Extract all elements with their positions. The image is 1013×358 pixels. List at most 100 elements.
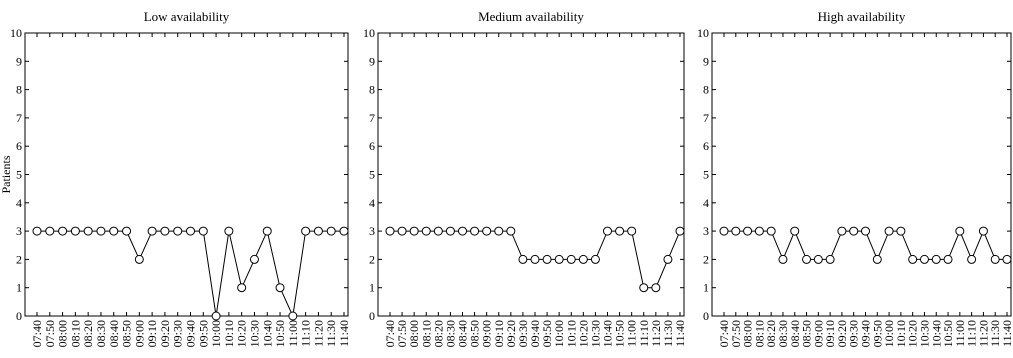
- data-point: [990, 254, 1000, 264]
- y-tick-label: 6: [703, 139, 709, 153]
- data-point: [530, 254, 540, 264]
- data-point: [802, 254, 812, 264]
- data-point: [766, 226, 776, 236]
- y-tick-label: 3: [369, 224, 375, 238]
- data-point: [908, 254, 918, 264]
- chart-title: Medium availability: [478, 9, 584, 24]
- x-tick-label: 11:20: [976, 320, 990, 347]
- x-tick-label: 11:40: [1000, 320, 1013, 347]
- data-point: [134, 254, 144, 264]
- x-tick-label: 09:00: [811, 320, 825, 347]
- x-tick-label: 07:50: [729, 320, 743, 347]
- y-tick-label: 9: [16, 54, 22, 68]
- y-tick-label: 2: [369, 252, 375, 266]
- x-tick-label: 11:00: [953, 320, 967, 347]
- x-tick-label: 07:40: [30, 320, 44, 347]
- data-point: [262, 226, 272, 236]
- data-point: [651, 283, 661, 293]
- x-tick-label: 08:00: [407, 320, 421, 347]
- x-tick-label: 11:10: [299, 320, 313, 347]
- x-tick-label: 08:40: [107, 320, 121, 347]
- data-point: [872, 254, 882, 264]
- x-tick-label: 09:20: [504, 320, 518, 347]
- x-tick-label: 11:00: [625, 320, 639, 347]
- data-point: [339, 226, 349, 236]
- y-tick-label: 0: [16, 309, 22, 323]
- x-tick-label: 10:10: [894, 320, 908, 347]
- data-point: [978, 226, 988, 236]
- data-point: [837, 226, 847, 236]
- x-tick-label: 09:00: [132, 320, 146, 347]
- x-tick-label: 09:40: [859, 320, 873, 347]
- data-point: [778, 254, 788, 264]
- x-tick-label: 09:30: [516, 320, 530, 347]
- x-tick-label: 10:30: [247, 320, 261, 347]
- data-point: [409, 226, 419, 236]
- data-point: [313, 226, 323, 236]
- data-point: [663, 254, 673, 264]
- x-tick-label: 09:10: [823, 320, 837, 347]
- x-tick-label: 11:40: [673, 320, 687, 347]
- data-point: [615, 226, 625, 236]
- data-point: [754, 226, 764, 236]
- data-point: [249, 254, 259, 264]
- x-tick-label: 08:20: [81, 320, 95, 347]
- data-point: [160, 226, 170, 236]
- y-tick-label: 8: [369, 83, 375, 97]
- data-point: [482, 226, 492, 236]
- x-tick-label: 07:40: [383, 320, 397, 347]
- x-tick-label: 10:00: [882, 320, 896, 347]
- data-point: [931, 254, 941, 264]
- y-tick-label: 5: [369, 168, 375, 182]
- y-tick-label: 10: [697, 26, 709, 40]
- x-tick-label: 08:30: [443, 320, 457, 347]
- data-point: [445, 226, 455, 236]
- data-point: [603, 226, 612, 236]
- data-point: [743, 226, 753, 236]
- x-tick-label: 10:00: [209, 320, 223, 347]
- data-point: [861, 226, 870, 236]
- y-tick-label: 8: [16, 83, 22, 97]
- x-tick-label: 07:50: [43, 320, 57, 347]
- data-point: [122, 226, 132, 236]
- data-point: [719, 226, 729, 236]
- data-point: [237, 283, 247, 293]
- data-point: [58, 226, 68, 236]
- x-tick-label: 10:50: [273, 320, 287, 347]
- x-tick-label: 10:20: [906, 320, 920, 347]
- y-tick-label: 7: [703, 111, 709, 125]
- x-tick-label: 11:40: [337, 320, 351, 347]
- y-tick-label: 0: [703, 309, 709, 323]
- data-point: [566, 254, 576, 264]
- x-tick-label: 08:30: [776, 320, 790, 347]
- y-tick-label: 10: [10, 26, 22, 40]
- data-point: [458, 226, 467, 236]
- x-tick-label: 11:30: [324, 320, 338, 347]
- y-tick-label: 1: [16, 281, 22, 295]
- y-tick-label: 1: [703, 281, 709, 295]
- data-point: [109, 226, 119, 236]
- x-tick-label: 09:40: [528, 320, 542, 347]
- x-tick-label: 10:10: [222, 320, 236, 347]
- data-point: [421, 226, 431, 236]
- data-point: [211, 311, 221, 321]
- chart-title: High availability: [818, 9, 906, 24]
- x-tick-label: 11:30: [661, 320, 675, 347]
- x-tick-label: 10:50: [613, 320, 627, 347]
- data-point: [825, 254, 835, 264]
- series-line: [37, 229, 344, 318]
- data-point: [173, 226, 183, 236]
- x-tick-label: 08:40: [788, 320, 802, 347]
- data-point: [590, 254, 600, 264]
- x-tick-label: 09:10: [145, 320, 159, 347]
- data-point: [884, 226, 894, 236]
- x-tick-label: 10:50: [941, 320, 955, 347]
- data-point: [83, 226, 93, 236]
- data-point: [919, 254, 929, 264]
- data-point: [147, 226, 157, 236]
- x-tick-label: 08:00: [56, 320, 70, 347]
- y-tick-label: 3: [16, 224, 22, 238]
- x-tick-label: 11:10: [965, 320, 979, 347]
